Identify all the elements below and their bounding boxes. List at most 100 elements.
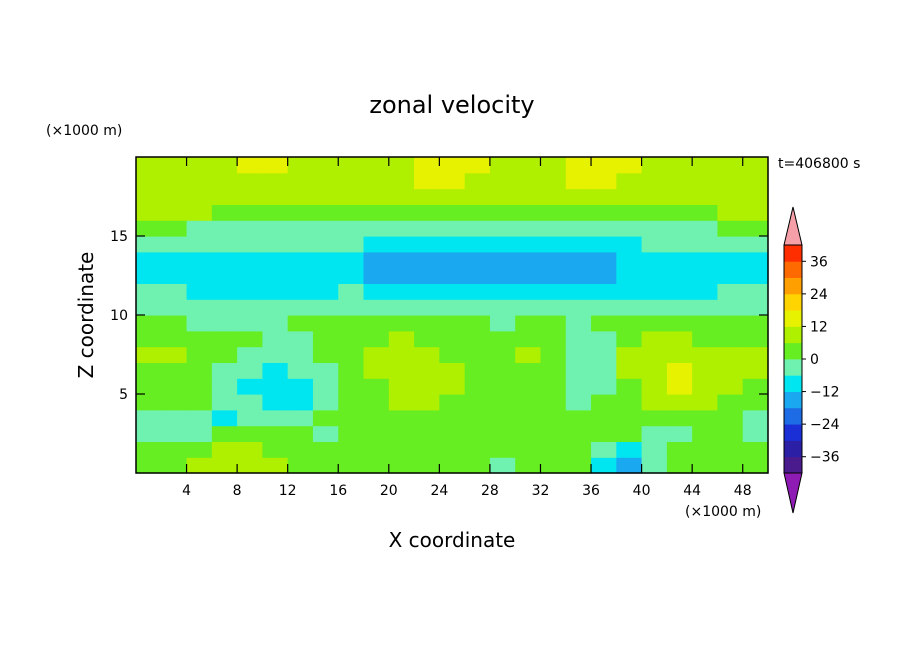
heatmap-cell bbox=[414, 236, 440, 253]
heatmap-cell bbox=[363, 441, 390, 458]
heatmap-cell bbox=[616, 283, 643, 300]
heatmap-cell bbox=[489, 457, 516, 474]
heatmap-cell bbox=[388, 251, 415, 269]
heatmap-cell bbox=[515, 283, 542, 300]
heatmap-cell bbox=[666, 394, 693, 411]
heatmap-cell bbox=[489, 362, 516, 379]
heatmap-cell bbox=[237, 409, 263, 427]
chart-title: zonal velocity bbox=[369, 91, 534, 119]
heatmap-cell bbox=[287, 346, 314, 363]
heatmap-cell bbox=[540, 251, 567, 269]
heatmap-cell bbox=[388, 157, 415, 174]
heatmap-cell bbox=[136, 157, 162, 174]
heatmap-cell bbox=[742, 457, 769, 474]
heatmap-cell bbox=[464, 251, 491, 269]
heatmap-cell bbox=[666, 441, 693, 458]
heatmap-cell bbox=[186, 315, 213, 332]
heatmap-cell bbox=[414, 283, 440, 300]
heatmap-cell bbox=[388, 425, 415, 442]
heatmap-cell bbox=[641, 251, 668, 269]
heatmap-cell bbox=[262, 251, 289, 269]
heatmap-cell bbox=[489, 157, 516, 174]
x-axis-label: X coordinate bbox=[389, 528, 516, 552]
heatmap-cell bbox=[161, 188, 188, 205]
heatmap-cell bbox=[742, 330, 769, 348]
colorbar-swatch bbox=[784, 293, 802, 311]
heatmap-cell bbox=[287, 251, 314, 269]
x-tick-label: 32 bbox=[532, 483, 550, 499]
y-tick-label: 10 bbox=[110, 308, 128, 324]
y-tick-label: 5 bbox=[119, 387, 128, 403]
heatmap-cell bbox=[717, 409, 744, 427]
heatmap-cell bbox=[136, 172, 162, 190]
heatmap-cell bbox=[439, 188, 466, 205]
heatmap-cell bbox=[262, 394, 289, 411]
heatmap-cell bbox=[211, 394, 238, 411]
heatmap-cell bbox=[540, 315, 567, 332]
heatmap-cell bbox=[540, 409, 567, 427]
colorbar-tick-label: 36 bbox=[810, 254, 828, 270]
heatmap-cell bbox=[616, 204, 643, 221]
heatmap-cell bbox=[464, 220, 491, 237]
heatmap-cell bbox=[312, 172, 339, 190]
heatmap-cell bbox=[565, 283, 592, 300]
heatmap-cell bbox=[414, 394, 440, 411]
heatmap-cell bbox=[338, 283, 365, 300]
heatmap-cell bbox=[363, 425, 390, 442]
heatmap-cell bbox=[237, 251, 263, 269]
heatmap-cell bbox=[692, 441, 719, 458]
heatmap-cell bbox=[565, 236, 592, 253]
heatmap-cell bbox=[439, 425, 466, 442]
heatmap-cell bbox=[616, 457, 643, 474]
heatmap-cell bbox=[388, 172, 415, 190]
colorbar-swatch bbox=[784, 326, 802, 344]
heatmap-cell bbox=[338, 172, 365, 190]
heatmap-cell bbox=[489, 299, 516, 316]
heatmap-cell bbox=[515, 378, 542, 395]
heatmap-cell bbox=[666, 299, 693, 316]
heatmap-cell bbox=[692, 409, 719, 427]
x-tick-label: 28 bbox=[481, 483, 499, 499]
heatmap-cell bbox=[692, 251, 719, 269]
heatmap-cell bbox=[464, 457, 491, 474]
heatmap-cell bbox=[641, 378, 668, 395]
heatmap-cell bbox=[616, 394, 643, 411]
heatmap-cell bbox=[666, 204, 693, 221]
heatmap-cell bbox=[388, 299, 415, 316]
heatmap-cell bbox=[616, 378, 643, 395]
heatmap-cell bbox=[388, 457, 415, 474]
heatmap-cell bbox=[464, 409, 491, 427]
heatmap-cell bbox=[591, 394, 617, 411]
heatmap-cell bbox=[186, 157, 213, 174]
heatmap-cell bbox=[692, 188, 719, 205]
heatmap-cell bbox=[464, 267, 491, 284]
y-axis-unit: (×1000 m) bbox=[46, 123, 122, 139]
x-tick-label: 20 bbox=[380, 483, 398, 499]
heatmap-cell bbox=[666, 283, 693, 300]
heatmap-cell bbox=[565, 409, 592, 427]
heatmap-cell bbox=[161, 267, 188, 284]
heatmap-cell bbox=[540, 299, 567, 316]
heatmap-cell bbox=[591, 251, 617, 269]
heatmap-cell bbox=[489, 283, 516, 300]
heatmap-cell bbox=[287, 299, 314, 316]
heatmap-cell bbox=[338, 236, 365, 253]
heatmap-cell bbox=[616, 172, 643, 190]
colorbar-swatch bbox=[784, 261, 802, 278]
heatmap-cell bbox=[363, 394, 390, 411]
heatmap-cell bbox=[211, 457, 238, 474]
heatmap-cell bbox=[186, 346, 213, 363]
heatmap-cell bbox=[136, 409, 162, 427]
heatmap-cell bbox=[540, 425, 567, 442]
heatmap-cell bbox=[540, 172, 567, 190]
heatmap-cell bbox=[186, 409, 213, 427]
heatmap-cell bbox=[666, 346, 693, 363]
heatmap-cell bbox=[287, 330, 314, 348]
heatmap-cell bbox=[489, 378, 516, 395]
heatmap-cell bbox=[692, 394, 719, 411]
colorbar-under-arrow bbox=[783, 472, 803, 514]
heatmap-cell bbox=[616, 425, 643, 442]
heatmap-cell bbox=[186, 394, 213, 411]
x-tick-label: 24 bbox=[430, 483, 448, 499]
x-tick-label: 12 bbox=[279, 483, 297, 499]
